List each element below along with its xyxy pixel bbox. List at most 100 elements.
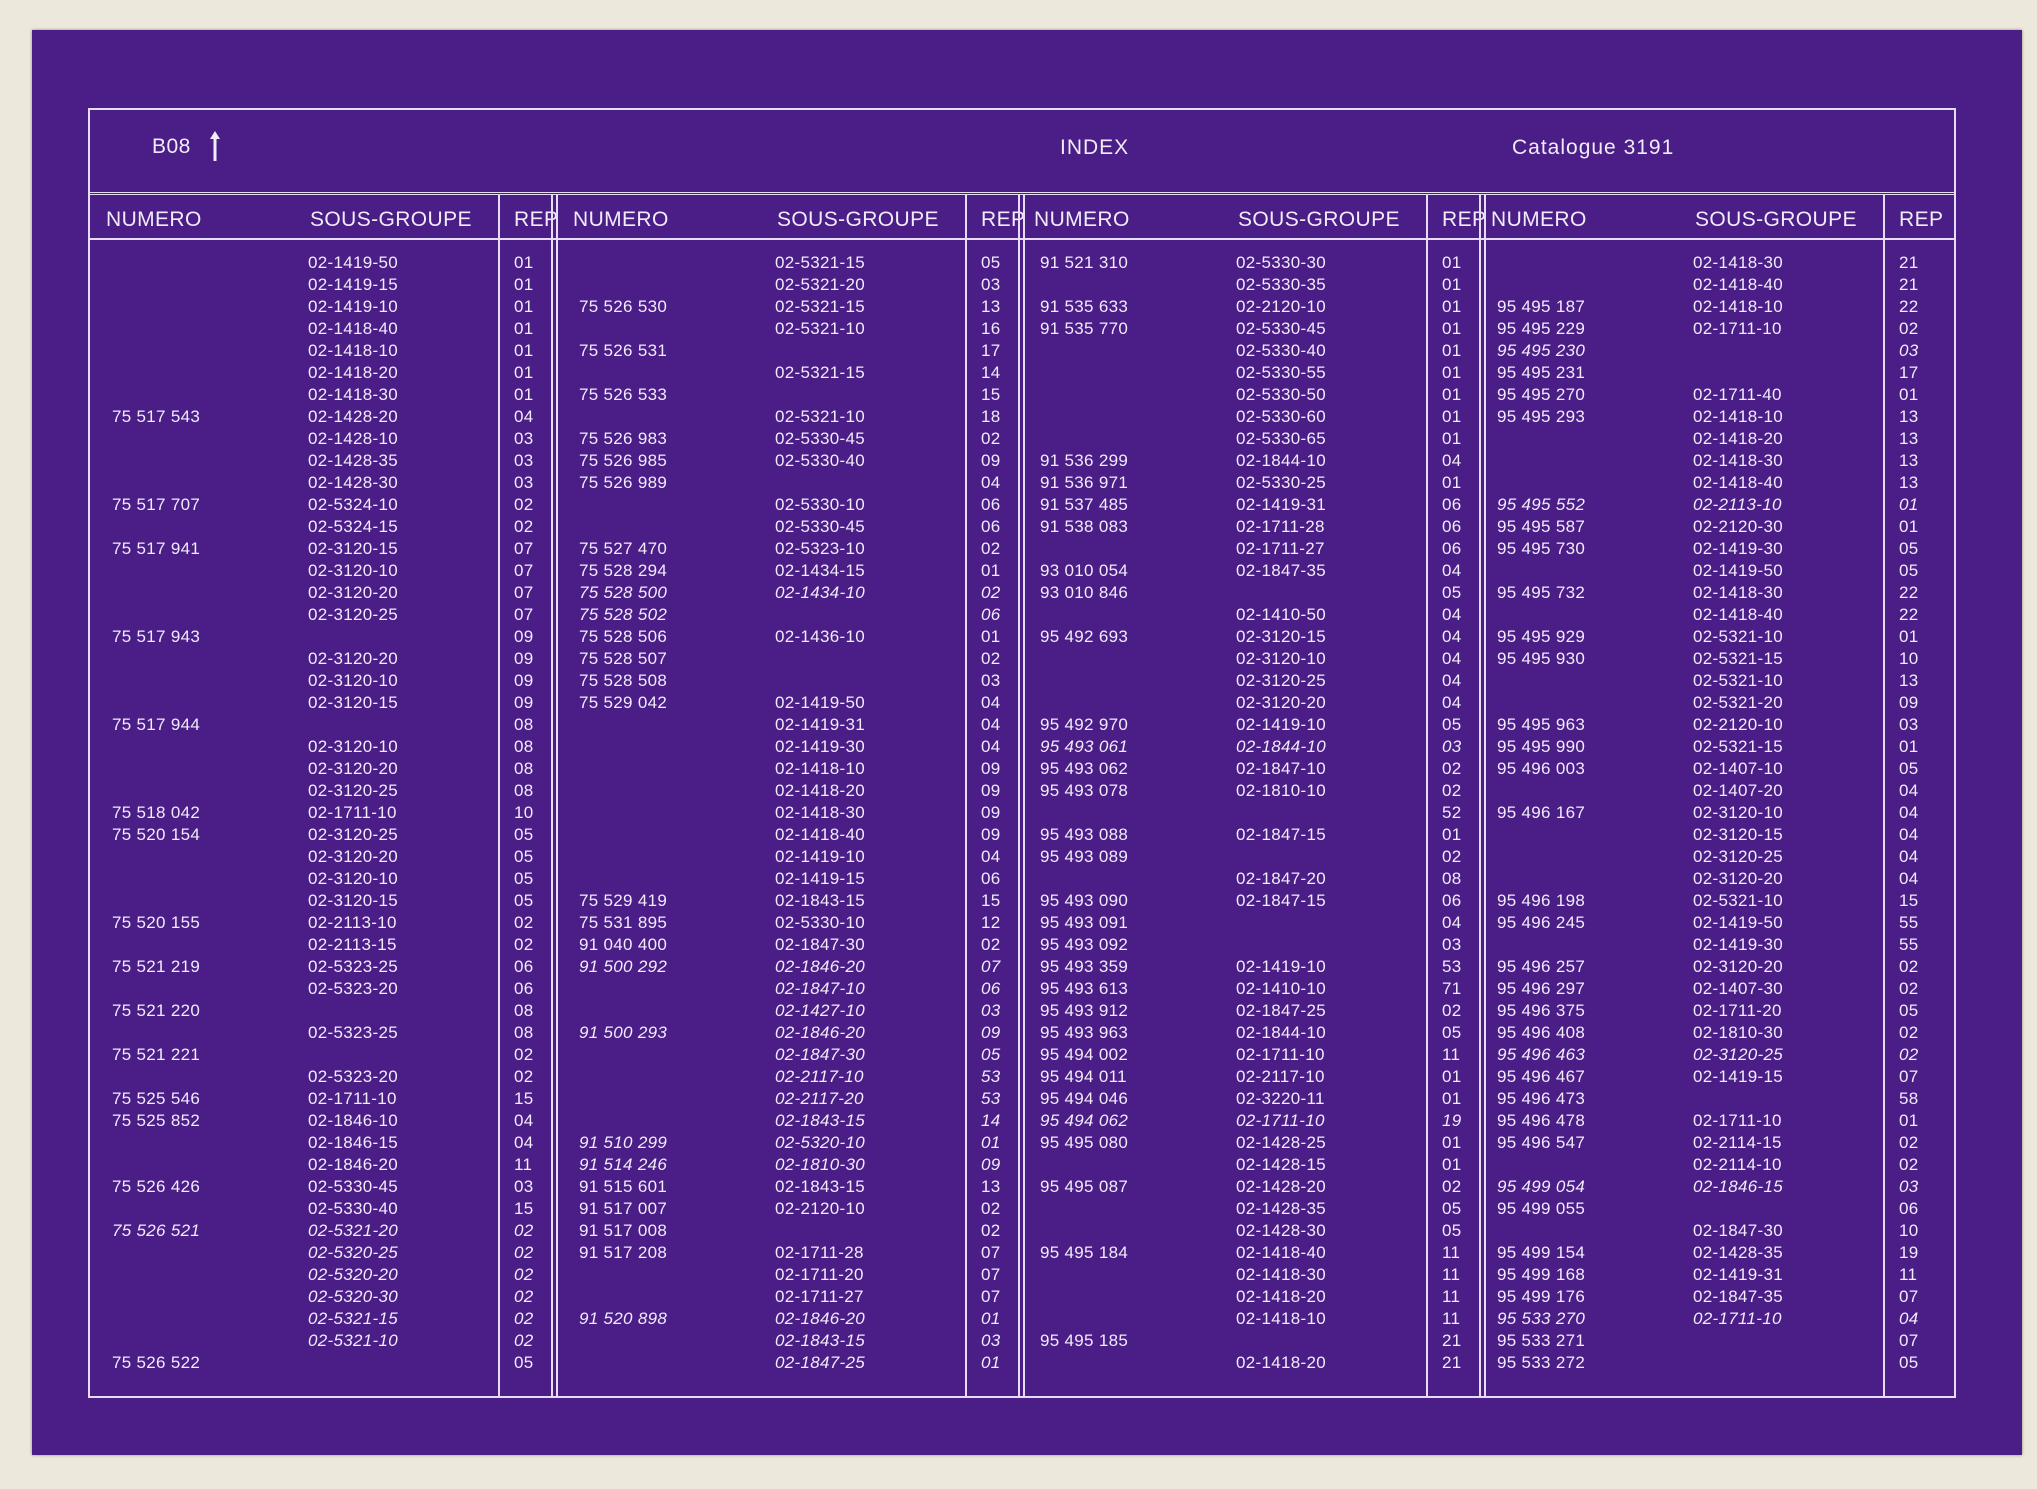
rep-cell: 11 — [1442, 1243, 1461, 1262]
table-row: 75 520 155 02-2113-10 02 — [90, 912, 557, 934]
sous-groupe-cell: 02-1711-10 — [308, 803, 397, 822]
rep-cell: 02 — [1442, 1001, 1462, 1020]
sous-groupe-cell: 02-1847-35 — [1236, 561, 1326, 580]
sous-groupe-cell: 02-5330-55 — [1236, 363, 1326, 382]
rep-cell: 02 — [1899, 1023, 1919, 1042]
column-divider — [1883, 195, 1885, 1398]
table-row: 02-1418-40 22 — [1475, 604, 1942, 626]
table-row: 91 500 293 02-1846-20 09 — [557, 1022, 1024, 1044]
numero-cell: 75 525 546 — [112, 1089, 201, 1108]
index-table: 02-1419-50 01 02-1419-15 01 02-1419-10 01 02-1… — [90, 252, 1954, 1392]
sous-groupe-cell: 02-1418-10 — [775, 759, 865, 778]
sous-groupe-cell: 02-1847-15 — [1236, 825, 1326, 844]
sous-groupe-cell: 02-5330-40 — [308, 1199, 398, 1218]
numero-cell: 75 528 506 — [579, 627, 668, 646]
table-row: 95 495 730 02-1419-30 05 — [1475, 538, 1942, 560]
rep-cell: 03 — [981, 1001, 1001, 1020]
rep-cell: 08 — [514, 781, 534, 800]
table-row: 02-1418-20 01 — [90, 362, 557, 384]
index-header: B08 INDEX Catalogue 3191 — [90, 110, 1954, 195]
column-header-rep: REP — [1899, 208, 1944, 231]
table-row: 02-1418-40 21 — [1475, 274, 1942, 296]
table-row: 91 538 083 02-1711-28 06 — [1018, 516, 1485, 538]
table-row: 91 535 770 02-5330-45 01 — [1018, 318, 1485, 340]
table-row: 02-1419-10 04 — [557, 846, 1024, 868]
table-row: 75 526 983 02-5330-45 02 — [557, 428, 1024, 450]
table-row: 02-5321-15 02 — [90, 1308, 557, 1330]
rep-cell: 04 — [1442, 693, 1462, 712]
table-row: 02-3120-20 04 — [1475, 868, 1942, 890]
table-row: 02-1419-15 06 — [557, 868, 1024, 890]
numero-cell: 95 495 187 — [1497, 297, 1586, 316]
rep-cell: 02 — [514, 1067, 534, 1086]
numero-cell: 91 500 292 — [579, 957, 668, 976]
sous-groupe-cell: 02-2120-10 — [1693, 715, 1783, 734]
sous-groupe-cell: 02-3120-20 — [308, 649, 398, 668]
sous-groupe-cell: 02-1843-15 — [775, 1111, 865, 1130]
rep-cell: 10 — [514, 803, 534, 822]
rep-cell: 05 — [981, 253, 1001, 272]
rep-cell: 07 — [514, 605, 534, 624]
sous-groupe-cell: 02-1810-30 — [1693, 1023, 1783, 1042]
numero-cell: 75 526 983 — [579, 429, 668, 448]
sous-groupe-cell: 02-1847-30 — [775, 935, 865, 954]
sous-groupe-cell: 02-1418-40 — [775, 825, 865, 844]
rep-cell: 01 — [981, 1353, 1001, 1372]
sous-groupe-cell: 02-1847-10 — [775, 979, 865, 998]
sous-groupe-cell: 02-1419-10 — [1236, 957, 1326, 976]
table-row: 95 495 187 02-1418-10 22 — [1475, 296, 1942, 318]
table-row: 95 494 046 02-3220-11 01 — [1018, 1088, 1485, 1110]
sous-groupe-cell: 02-1418-40 — [1693, 473, 1783, 492]
sous-groupe-cell: 02-3120-10 — [1693, 803, 1783, 822]
table-row: 95 499 055 06 — [1475, 1198, 1942, 1220]
numero-cell: 95 496 547 — [1497, 1133, 1586, 1152]
sous-groupe-cell: 02-1428-35 — [308, 451, 398, 470]
table-row: 75 526 426 02-5330-45 03 — [90, 1176, 557, 1198]
rep-cell: 06 — [1442, 891, 1462, 910]
sous-groupe-cell: 02-5323-20 — [308, 979, 398, 998]
sous-groupe-cell: 02-1846-20 — [775, 957, 865, 976]
table-row: 75 526 533 15 — [557, 384, 1024, 406]
table-row: 02-1418-10 11 — [1018, 1308, 1485, 1330]
sous-groupe-cell: 02-3120-20 — [1693, 869, 1783, 888]
column-header-sous-groupe: SOUS-GROUPE — [1695, 208, 1857, 231]
rep-cell: 53 — [981, 1089, 1001, 1108]
table-row: 02-3120-20 09 — [90, 648, 557, 670]
sous-groupe-cell: 02-5324-15 — [308, 517, 398, 536]
rep-cell: 15 — [981, 385, 1001, 404]
table-row: 02-1410-50 04 — [1018, 604, 1485, 626]
rep-cell: 01 — [1442, 275, 1462, 294]
table-row: 75 529 419 02-1843-15 15 — [557, 890, 1024, 912]
sous-groupe-cell: 02-2117-10 — [775, 1067, 864, 1086]
numero-cell: 95 496 003 — [1497, 759, 1586, 778]
column-header-rep: REP — [514, 208, 559, 231]
table-row: 95 493 090 02-1847-15 06 — [1018, 890, 1485, 912]
table-row: 95 533 272 05 — [1475, 1352, 1942, 1374]
table-row: 02-3120-20 05 — [90, 846, 557, 868]
table-row: 02-5321-10 02 — [90, 1330, 557, 1352]
numero-cell: 91 535 770 — [1040, 319, 1129, 338]
table-row: 95 495 930 02-5321-15 10 — [1475, 648, 1942, 670]
table-row: 95 496 375 02-1711-20 05 — [1475, 1000, 1942, 1022]
numero-cell: 91 514 246 — [579, 1155, 668, 1174]
sous-groupe-cell: 02-1418-30 — [1693, 451, 1783, 470]
rep-cell: 01 — [981, 1309, 1001, 1328]
sous-groupe-cell: 02-3120-10 — [308, 561, 398, 580]
table-row: 95 496 003 02-1407-10 05 — [1475, 758, 1942, 780]
table-row: 52 — [1018, 802, 1485, 824]
rep-cell: 01 — [1899, 627, 1919, 646]
sous-groupe-cell: 02-2114-15 — [1693, 1133, 1782, 1152]
rep-cell: 04 — [514, 407, 534, 426]
sous-groupe-cell: 02-1847-30 — [775, 1045, 865, 1064]
table-row: 95 494 011 02-2117-10 01 — [1018, 1066, 1485, 1088]
table-row: 02-5330-55 01 — [1018, 362, 1485, 384]
table-row: 95 493 088 02-1847-15 01 — [1018, 824, 1485, 846]
table-row: 02-5321-10 16 — [557, 318, 1024, 340]
sous-groupe-cell: 02-1419-30 — [1693, 539, 1783, 558]
table-row: 91 514 246 02-1810-30 09 — [557, 1154, 1024, 1176]
rep-cell: 08 — [514, 1001, 534, 1020]
table-row: 02-1418-10 01 — [90, 340, 557, 362]
column-header-numero: NUMERO — [573, 208, 669, 231]
sous-groupe-cell: 02-2120-30 — [1693, 517, 1783, 536]
rep-cell: 01 — [1442, 1133, 1462, 1152]
